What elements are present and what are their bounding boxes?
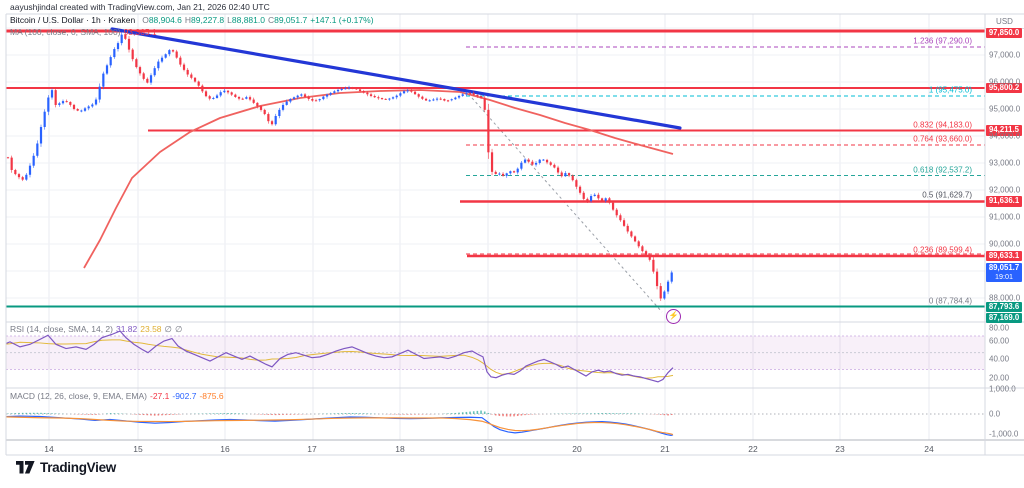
tradingview-logo-text: TradingView xyxy=(40,460,116,475)
fib-label: 1.236 (97,290.0) xyxy=(913,36,972,46)
rsi-value: ∅ xyxy=(174,324,183,334)
ohlc-value: 89,051.7 xyxy=(274,15,308,25)
price-badge: 89,633.1 xyxy=(986,250,1022,261)
rsi-values: 31.82 23.58 ∅ ∅ xyxy=(113,324,182,334)
fib-label: 0.832 (94,183.0) xyxy=(913,120,972,129)
price-tick: 91,000.0 xyxy=(989,212,1021,222)
fib-label: 0.5 (91,629.7) xyxy=(922,190,972,200)
bar-countdown: 19:01 xyxy=(995,272,1013,281)
macd-value: -875.6 xyxy=(199,391,224,401)
rsi-legend-row[interactable]: RSI (14, close, SMA, 14, 2) 31.82 23.58 ∅ ∅ xyxy=(10,324,182,335)
macd-values: -27.1 -902.7 -875.6 xyxy=(147,391,224,401)
fib-label: 0.618 (92,537.2) xyxy=(913,165,972,174)
fib-label: 1 (95,475.0) xyxy=(928,85,972,95)
ma-value: 93,365.1 xyxy=(123,27,157,37)
symbol-legend-row[interactable]: Bitcoin / U.S. Dollar · 1h · Kraken O88,9… xyxy=(10,15,374,25)
ohlc-key: L xyxy=(227,15,232,25)
emoji-marker[interactable]: ⚡ xyxy=(666,309,681,324)
time-label: 15 xyxy=(133,444,143,454)
ma-label: MA (100, close, 0, SMA, 100) xyxy=(10,27,121,37)
time-label: 24 xyxy=(924,444,934,454)
time-label: 23 xyxy=(835,444,845,454)
time-label: 21 xyxy=(660,444,670,454)
ohlc-value: 89,227.8 xyxy=(191,15,225,25)
price-tick: 96,000.0 xyxy=(989,77,1021,87)
price-tick: 93,000.0 xyxy=(989,158,1021,168)
price-tick: 0.0 xyxy=(989,409,1001,419)
rsi-label: RSI (14, close, SMA, 14, 2) xyxy=(10,324,113,334)
tradingview-logo[interactable]: TradingView xyxy=(16,460,116,475)
price-tick: 60.00 xyxy=(989,336,1010,346)
price-badge: 94,211.5 xyxy=(986,125,1022,136)
time-label: 14 xyxy=(44,444,54,454)
price-tick: 40.00 xyxy=(989,354,1010,364)
fib-label: 0 (87,784.4) xyxy=(928,296,972,305)
macd-value: -902.7 xyxy=(172,391,197,401)
time-label: 17 xyxy=(307,444,317,454)
macd-legend-row[interactable]: MACD (12, 26, close, 9, EMA, EMA) -27.1 -9… xyxy=(10,391,224,401)
macd-label: MACD (12, 26, close, 9, EMA, EMA) xyxy=(10,391,147,401)
price-tick: -1,000.0 xyxy=(989,429,1019,439)
price-tick: 94,000.0 xyxy=(989,131,1021,141)
macd-value: -27.1 xyxy=(149,391,170,401)
rsi-value: ∅ xyxy=(164,324,172,334)
ohlc-key: C xyxy=(267,15,275,25)
time-label: 16 xyxy=(220,444,230,454)
price-tick: 95,000.0 xyxy=(989,104,1021,114)
price-tick: 80.00 xyxy=(989,323,1010,333)
watermark-attribution: aayushjindal created with TradingView.co… xyxy=(10,2,270,12)
change-value: +147.1 (+0.17%) xyxy=(310,15,374,25)
time-label: 20 xyxy=(572,444,582,454)
symbol-title: Bitcoin / U.S. Dollar · 1h · Kraken xyxy=(10,15,136,25)
ohlc-value: 88,904.6 xyxy=(148,15,182,25)
tradingview-logo-icon xyxy=(16,461,35,474)
price-tick: 90,000.0 xyxy=(989,239,1021,249)
fib-label: 0.236 (89,599.4) xyxy=(913,245,972,255)
time-label: 22 xyxy=(748,444,758,454)
price-badge: 87,793.6 xyxy=(986,301,1022,312)
price-badge: 97,850.0 xyxy=(986,27,1022,38)
fib-label: 0.764 (93,660.0) xyxy=(913,134,972,144)
ohlc-key: H xyxy=(184,15,192,25)
ma-legend-row[interactable]: MA (100, close, 0, SMA, 100) 93,365.1 xyxy=(10,27,157,37)
time-label: 19 xyxy=(483,444,493,454)
price-tick: 92,000.0 xyxy=(989,185,1021,195)
ohlc-value: 88,881.0 xyxy=(231,15,265,25)
price-tick: 88,000.0 xyxy=(989,293,1021,303)
price-badge: 91,636.1 xyxy=(986,196,1022,207)
price-tick: 20.00 xyxy=(989,373,1010,383)
price-tick: 97,000.0 xyxy=(989,50,1021,60)
ohlc-key: O xyxy=(142,15,149,25)
rsi-value: 31.82 xyxy=(115,324,138,334)
price-badge: 95,800.2 xyxy=(986,82,1022,93)
ohlc-values: O88,904.6 H89,227.8 L88,881.0 C89,051.7 +147… xyxy=(139,15,373,25)
time-label: 18 xyxy=(395,444,405,454)
price-tick: 1,000.0 xyxy=(989,384,1016,394)
price-badge: 89,051.7 19:01 xyxy=(986,262,1022,282)
price-badge: 87,169.0 xyxy=(986,312,1022,323)
rsi-value: 23.58 xyxy=(140,324,162,334)
